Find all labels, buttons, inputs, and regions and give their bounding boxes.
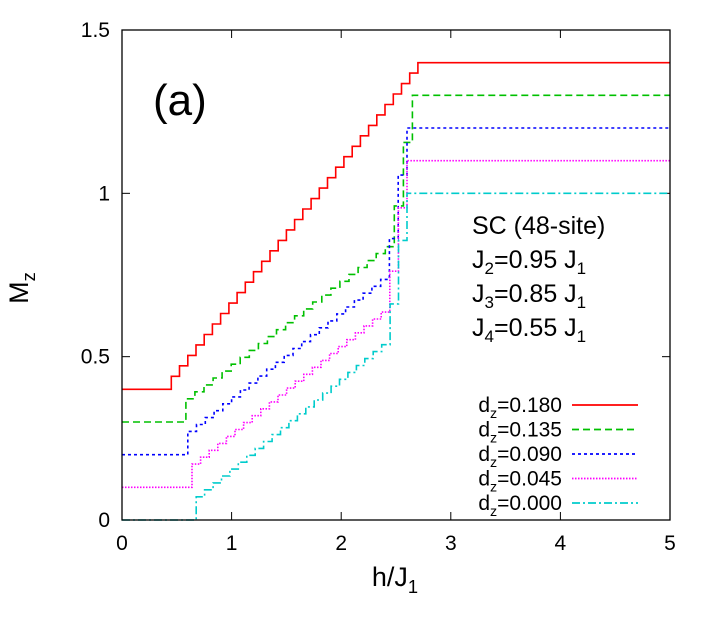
y-tick-label: 0.5 <box>81 346 110 369</box>
legend-label: dz=0.090 <box>478 443 562 471</box>
series-line <box>122 61 670 391</box>
series-line <box>122 159 670 489</box>
x-tick-label: 3 <box>445 532 457 555</box>
legend-label: dz=0.045 <box>478 468 562 496</box>
y-tick-label: 1 <box>98 182 110 205</box>
x-axis-label: h/J1 <box>372 562 418 597</box>
series-line <box>122 94 670 423</box>
annotation-line-4: J4=0.55 J1 <box>472 314 586 346</box>
x-tick-label: 1 <box>226 532 238 555</box>
annotation-box: SC (48-site) J2=0.95 J1 J3=0.85 J1 J4=0.… <box>472 212 605 346</box>
legend-label: dz=0.000 <box>478 492 562 520</box>
series-layer <box>122 61 670 521</box>
y-axis-label: Mz <box>4 272 39 304</box>
panel-label: (a) <box>153 76 207 125</box>
x-tick-label: 5 <box>664 532 676 555</box>
legend-label: dz=0.135 <box>478 419 562 447</box>
annotation-line-1: SC (48-site) <box>472 212 605 240</box>
y-tick-label: 0 <box>98 509 110 532</box>
legend-label: dz=0.180 <box>478 394 562 422</box>
x-tick-label: 2 <box>335 532 347 555</box>
series-line <box>122 192 670 521</box>
x-tick-label: 4 <box>555 532 567 555</box>
plot-frame <box>121 29 671 521</box>
annotation-line-2: J2=0.95 J1 <box>472 246 586 278</box>
y-tick-label: 1.5 <box>81 19 110 42</box>
x-tick-label: 0 <box>116 532 128 555</box>
annotation-line-3: J3=0.85 J1 <box>472 280 586 312</box>
series-line <box>122 127 670 456</box>
